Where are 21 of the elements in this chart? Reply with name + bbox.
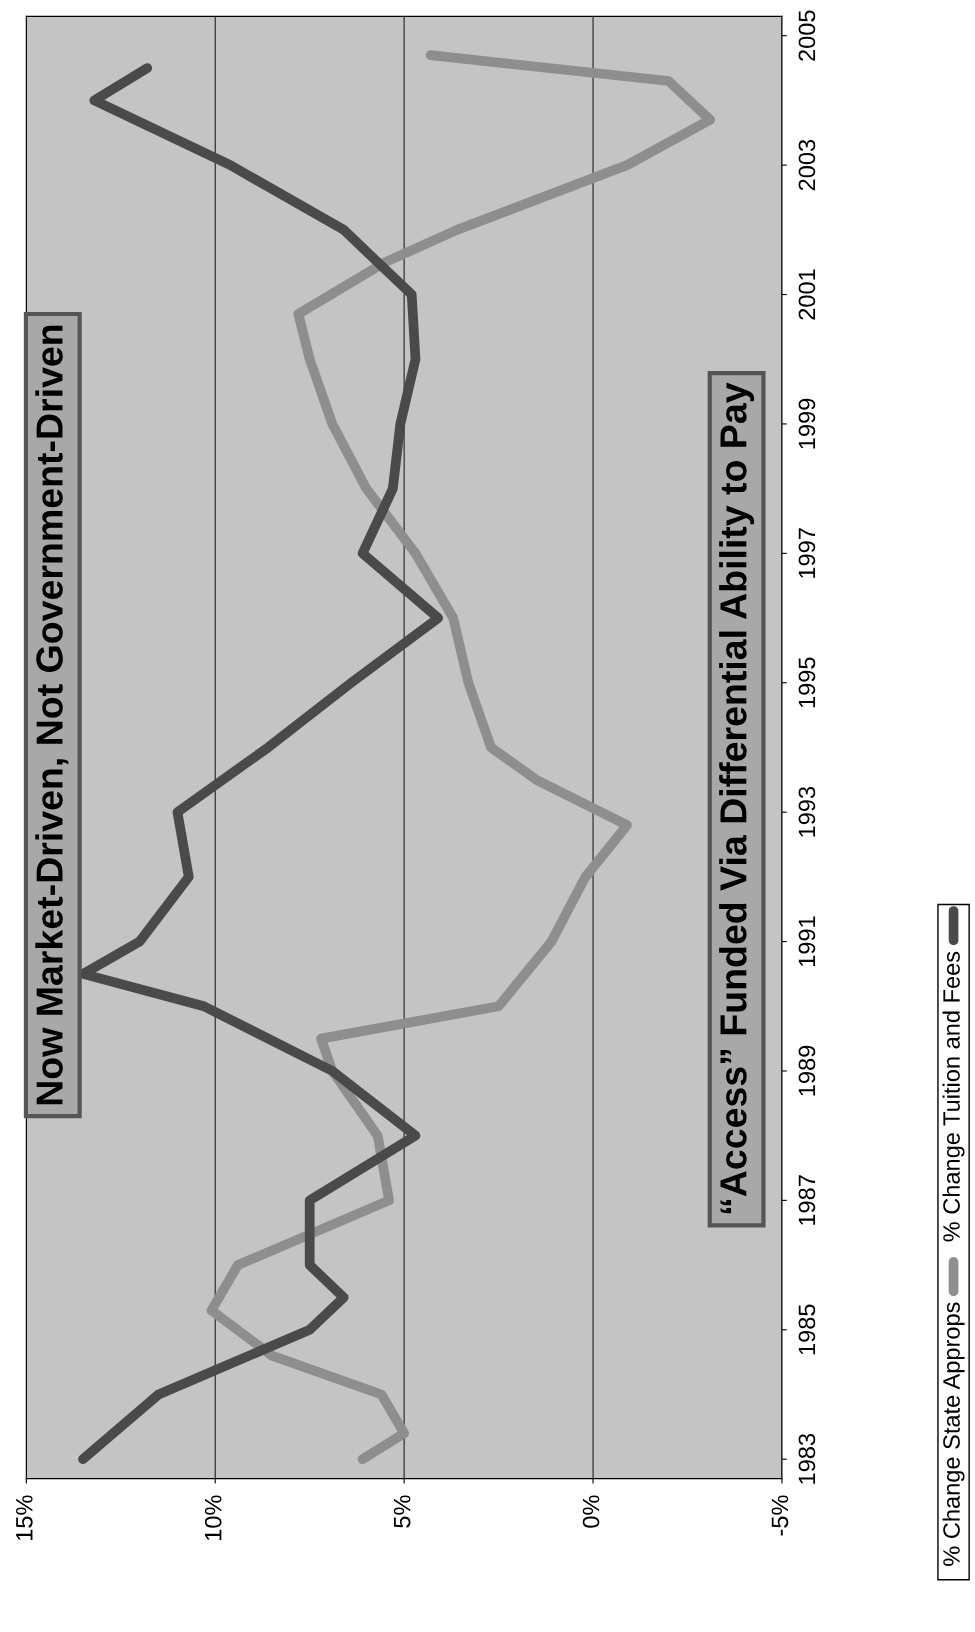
- y-tick-label: 2001: [798, 269, 816, 320]
- x-tick-label: 0%: [582, 1495, 600, 1528]
- y-tick-label: 1995: [798, 657, 816, 708]
- annotation: Now Market-Driven, Not Government-Driven: [35, 325, 69, 1105]
- legend-label: % Change State Approps: [942, 1302, 965, 1566]
- legend-label: % Change Tuition and Fees: [942, 951, 965, 1242]
- y-tick-label: 1991: [798, 916, 816, 967]
- x-tick-label: 5%: [393, 1495, 411, 1528]
- y-tick-label: 1983: [798, 1433, 816, 1484]
- y-tick-label: 1987: [798, 1175, 816, 1225]
- y-tick-label: 1997: [798, 528, 816, 578]
- annotation: “Access” Funded Via Differential Ability to Pay: [719, 382, 755, 1214]
- y-tick-label: 1985: [798, 1304, 816, 1355]
- x-tick-label: -5%: [771, 1495, 789, 1536]
- x-tick-label: 15%: [16, 1495, 33, 1541]
- x-tick-label: 10%: [204, 1495, 222, 1541]
- y-tick-label: 1999: [798, 398, 816, 449]
- y-tick-label: 2005: [798, 10, 816, 61]
- y-tick-label: 1993: [798, 786, 816, 837]
- y-tick-label: 1989: [798, 1045, 816, 1096]
- y-tick-label: 2003: [798, 139, 816, 191]
